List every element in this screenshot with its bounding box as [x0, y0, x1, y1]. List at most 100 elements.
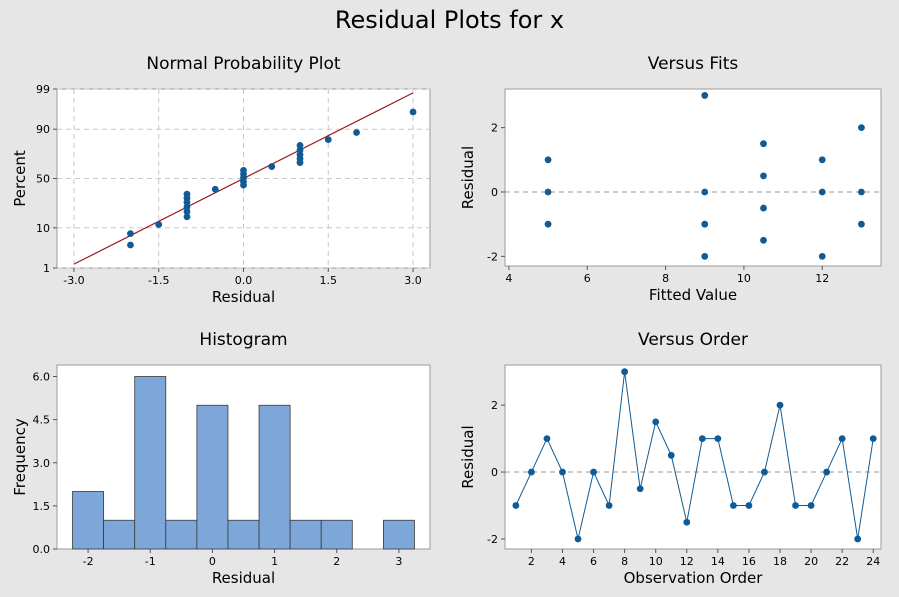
data-point — [409, 108, 417, 116]
data-point — [296, 146, 304, 154]
plot-area — [56, 364, 431, 550]
y-tick-label: 0.0 — [33, 543, 51, 556]
x-tick-label: 8 — [621, 555, 628, 568]
data-point — [296, 142, 304, 149]
x-tick-label: 2 — [333, 555, 340, 568]
data-point — [544, 220, 552, 228]
data-point — [183, 208, 191, 215]
x-tick-label: 3.0 — [404, 274, 422, 287]
y-axis-label: Frequency — [11, 418, 29, 496]
y-tick-label: 1 — [43, 262, 50, 275]
x-tick-label: 24 — [866, 555, 880, 568]
data-point — [714, 435, 722, 442]
x-axis-label: Residual — [212, 288, 275, 306]
x-tick-label: 0.0 — [235, 274, 253, 287]
data-point — [636, 485, 644, 493]
data-point — [559, 468, 566, 476]
x-tick-label: 2 — [528, 555, 535, 568]
x-axis-label: Fitted Value — [649, 286, 737, 304]
histogram-bar — [134, 376, 167, 550]
y-tick-label: 0 — [491, 466, 498, 479]
x-tick-label: 1.5 — [320, 274, 338, 287]
histogram-bar — [196, 404, 229, 550]
y-tick-label: 50 — [36, 173, 50, 186]
y-axis-label: Percent — [11, 150, 29, 207]
data-point — [858, 188, 865, 196]
plot-area — [504, 364, 882, 550]
data-point — [652, 418, 660, 426]
data-point — [574, 535, 582, 543]
data-point — [818, 156, 826, 164]
data-point — [792, 502, 799, 509]
y-tick-label: 0 — [491, 186, 498, 199]
panel-title: Normal Probability Plot — [146, 54, 341, 74]
y-tick-label: -2 — [487, 250, 498, 263]
data-point — [729, 502, 737, 509]
data-point — [544, 188, 552, 196]
x-tick-label: 18 — [773, 555, 787, 568]
data-point — [183, 190, 191, 198]
data-point — [823, 468, 831, 476]
y-tick-label: 4.5 — [33, 414, 51, 427]
y-tick-label: 2 — [491, 122, 498, 135]
data-point — [667, 451, 675, 459]
x-tick-label: 10 — [649, 555, 663, 568]
data-point — [211, 185, 219, 193]
x-axis-label: Residual — [212, 569, 275, 587]
x-tick-label: 20 — [804, 555, 818, 568]
x-tick-label: -3.0 — [63, 274, 84, 287]
data-point — [701, 188, 709, 196]
data-point — [605, 502, 613, 509]
data-point — [760, 204, 767, 212]
histogram-bar — [258, 404, 291, 550]
data-point — [838, 435, 846, 442]
data-point — [621, 368, 629, 376]
data-point — [701, 252, 709, 260]
x-tick-label: 10 — [737, 272, 751, 285]
panel-title: Versus Order — [638, 330, 748, 350]
data-point — [869, 435, 877, 442]
y-tick-label: -2 — [487, 533, 498, 546]
histogram-bar — [227, 519, 260, 550]
x-tick-label: 3 — [395, 555, 402, 568]
data-point — [698, 435, 706, 442]
data-point — [760, 172, 767, 180]
data-point — [683, 518, 691, 526]
y-tick-label: 2 — [491, 399, 498, 412]
y-tick-label: 1.5 — [33, 500, 51, 513]
histogram-bar — [320, 519, 353, 550]
data-point — [701, 92, 709, 99]
data-point — [353, 129, 360, 136]
data-point — [854, 535, 862, 543]
histogram-bar — [103, 519, 136, 550]
x-tick-label: 6 — [590, 555, 597, 568]
x-tick-label: -1.5 — [148, 274, 169, 287]
data-point — [760, 236, 767, 244]
x-tick-label: 14 — [711, 555, 725, 568]
x-tick-label: 4 — [559, 555, 566, 568]
x-tick-label: 22 — [835, 555, 849, 568]
panel-title: Histogram — [199, 330, 287, 350]
data-point — [528, 468, 535, 476]
data-point — [858, 124, 865, 132]
x-tick-label: 0 — [209, 555, 216, 568]
x-tick-label: 16 — [742, 555, 756, 568]
x-tick-label: 8 — [662, 272, 669, 285]
data-point — [127, 230, 134, 238]
x-tick-label: 1 — [271, 555, 278, 568]
y-tick-label: 90 — [36, 123, 50, 136]
x-tick-label: -2 — [83, 555, 94, 568]
x-axis-label: Observation Order — [624, 569, 764, 587]
data-point — [818, 252, 826, 260]
data-point — [155, 221, 163, 228]
data-point — [760, 140, 767, 148]
data-point — [761, 468, 768, 476]
data-point — [543, 435, 551, 442]
x-tick-label: 12 — [680, 555, 694, 568]
data-point — [858, 220, 865, 228]
data-point — [745, 502, 753, 509]
data-point — [127, 241, 134, 249]
panel-title: Versus Fits — [648, 54, 739, 74]
